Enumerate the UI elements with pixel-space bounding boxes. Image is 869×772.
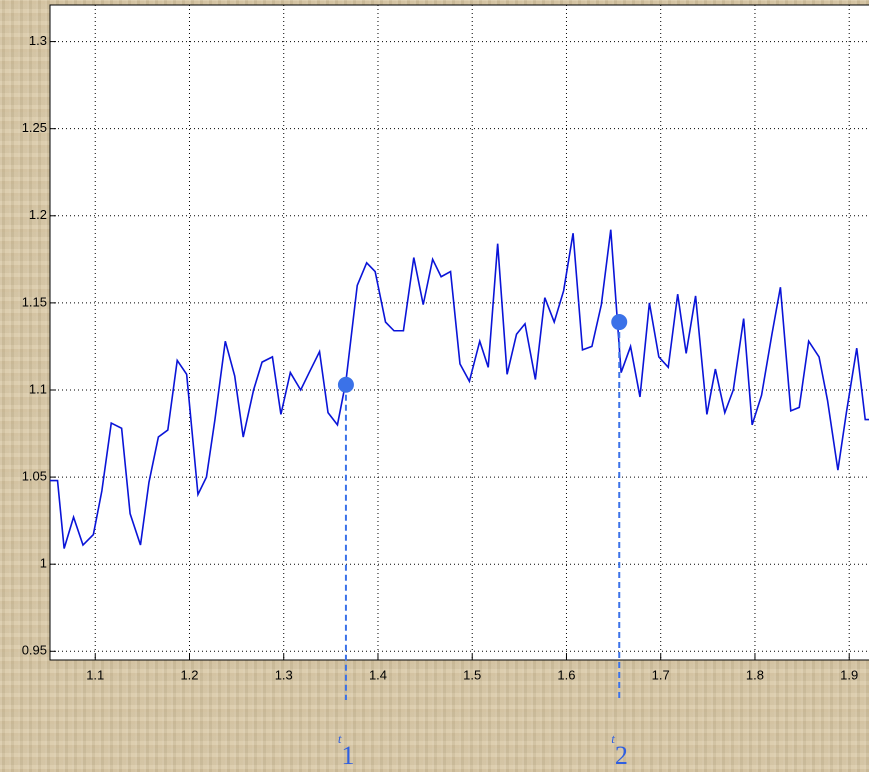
x-tick-label: 1.6 [557, 667, 575, 682]
marker-label-subscript: 1 [342, 741, 355, 770]
x-tick-label: 1.1 [86, 667, 104, 682]
x-tick-label: 1.4 [369, 667, 387, 682]
data-line [50, 229, 869, 549]
plot-area [49, 4, 869, 661]
y-tick-label: 0.95 [22, 643, 47, 658]
y-tick-label: 1.25 [22, 120, 47, 135]
y-tick-label: 1.05 [22, 469, 47, 484]
y-tick-label: 1.3 [29, 33, 47, 48]
y-tick-label: 1 [40, 556, 47, 571]
marker-label: t2 [611, 731, 628, 770]
marker-label-subscript: 2 [615, 741, 628, 770]
x-tick-label: 1.7 [652, 667, 670, 682]
marker-label-main: t [338, 731, 342, 746]
y-tick-label: 1.15 [22, 294, 47, 309]
marker-label: t1 [338, 731, 355, 770]
marker-label-main: t [611, 731, 615, 746]
y-tick-label: 1.1 [29, 381, 47, 396]
x-tick-label: 1.9 [840, 667, 858, 682]
x-tick-label: 1.3 [275, 667, 293, 682]
marker-point [611, 314, 628, 331]
x-tick-label: 1.5 [463, 667, 481, 682]
x-tick-label: 1.2 [180, 667, 198, 682]
marker-point [337, 376, 354, 393]
y-tick-label: 1.2 [29, 207, 47, 222]
x-tick-label: 1.8 [746, 667, 764, 682]
